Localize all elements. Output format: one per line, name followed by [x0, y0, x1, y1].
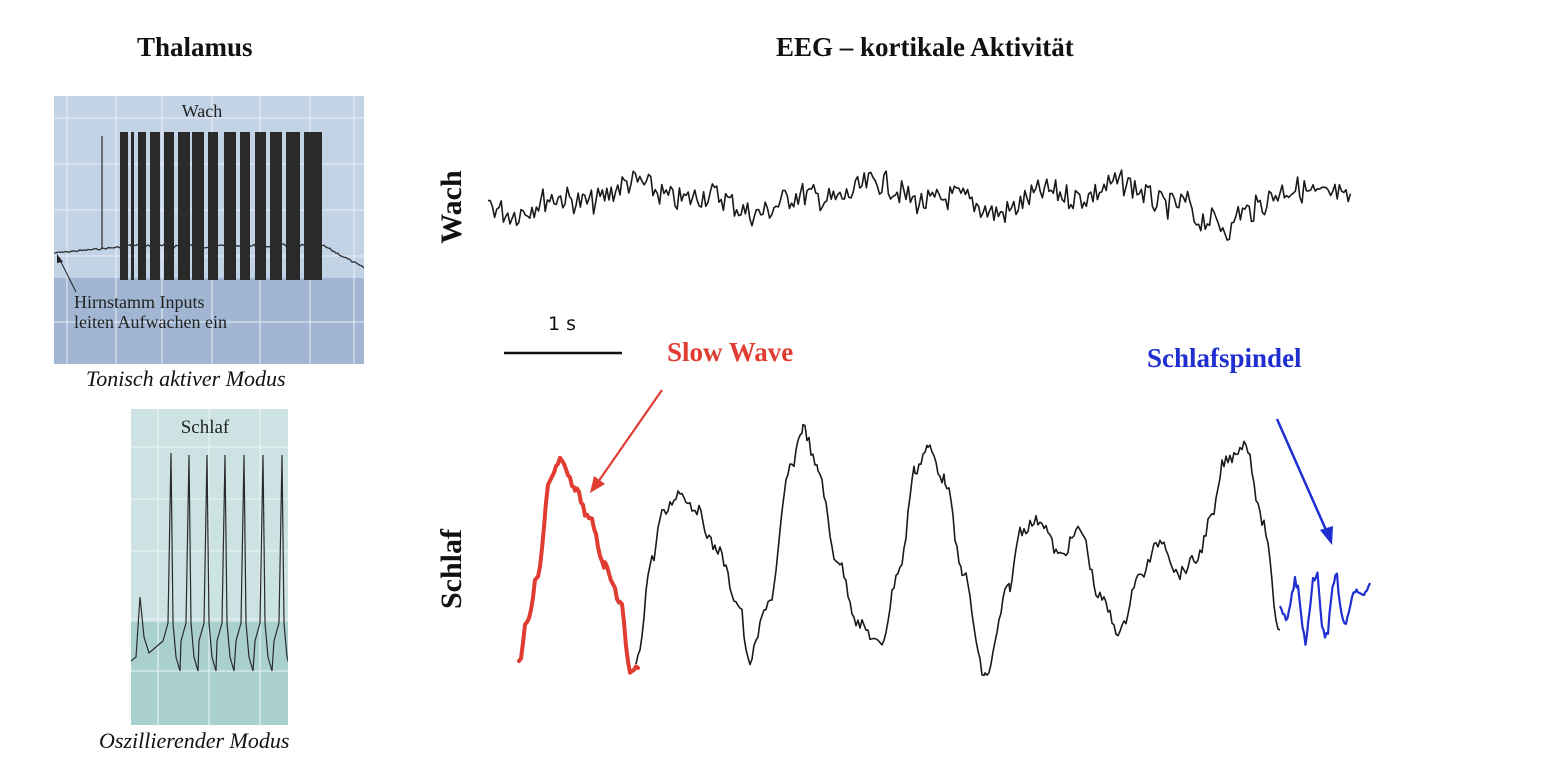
eeg-title: EEG – kortikale Aktivität	[776, 32, 1074, 62]
wake-spike-burst	[192, 132, 204, 280]
wake-spike-burst	[120, 132, 128, 280]
wake-spike-burst	[224, 132, 236, 280]
scale-bar-label: 1 s	[548, 313, 577, 335]
wake-panel-label: Wach	[182, 101, 223, 121]
wake-panel-caption: Tonisch aktiver Modus	[86, 366, 286, 391]
wake-spike-burst	[286, 132, 300, 280]
spindle-highlight	[1278, 571, 1372, 646]
thalamus-sleep-panel: Schlaf	[131, 409, 288, 725]
wake-panel-annotation-arrow	[58, 257, 77, 293]
eeg-wake-trace	[487, 169, 1352, 241]
wake-spike-burst	[138, 132, 146, 280]
spindle-label: Schlafspindel	[1147, 343, 1302, 373]
sleep-panel-grid	[131, 409, 288, 725]
wake-panel-membrane-trace	[54, 243, 364, 269]
sleep-panel-caption: Oszillierender Modus	[99, 728, 290, 753]
wake-spike-burst	[255, 132, 266, 280]
slow-wave-highlight	[517, 455, 640, 675]
wake-spike-burst	[178, 132, 190, 280]
wake-spike-burst	[240, 132, 250, 280]
eeg-sleep-trace	[635, 423, 1281, 677]
sleep-panel-label: Schlaf	[181, 417, 230, 438]
wake-spike-burst	[164, 132, 174, 280]
spindle-arrow	[1275, 418, 1328, 531]
wake-panel-spike-train	[101, 132, 322, 280]
wake-spike-burst	[150, 132, 160, 280]
thalamus-title: Thalamus	[137, 32, 253, 62]
wake-spike-burst	[270, 132, 282, 280]
wake-panel-annotation-line1: Hirnstamm Inputs	[74, 292, 205, 312]
thalamus-wake-recording: Wach Hirnstamm Inputs leiten Aufwachen e…	[54, 96, 364, 364]
thalamus-wake-panel: Wach Hirnstamm Inputs leiten Aufwachen e…	[54, 96, 364, 364]
slow-wave-arrow	[597, 389, 663, 483]
wake-spike-burst	[304, 132, 322, 280]
slow-wave-arrowhead	[590, 476, 605, 493]
wake-panel-background-bottom	[54, 278, 364, 364]
wake-spike-burst	[208, 132, 218, 280]
thalamus-sleep-recording: Schlaf	[131, 409, 288, 725]
sleep-panel-burst-trace	[131, 452, 288, 672]
slow-wave-label: Slow Wave	[667, 337, 794, 367]
spindle-arrowhead	[1320, 526, 1333, 545]
wake-spike-burst	[131, 132, 134, 280]
wake-panel-annotation-line2: leiten Aufwachen ein	[74, 312, 227, 332]
wake-panel-arrowhead	[57, 254, 63, 263]
